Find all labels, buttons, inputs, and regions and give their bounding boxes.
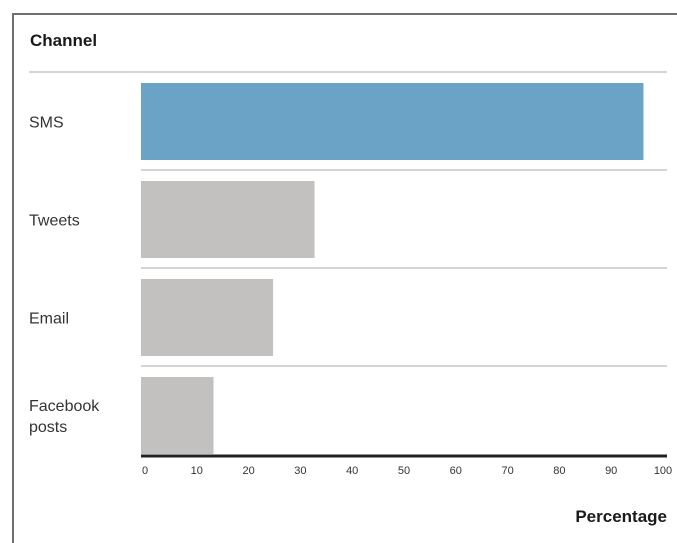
bar-sms [141, 83, 644, 160]
bar-facebook-posts [141, 377, 214, 454]
x-tick-label: 70 [501, 465, 513, 477]
x-tick-label: 0 [142, 465, 148, 477]
x-tick-label: 100 [654, 465, 672, 477]
x-tick-label: 10 [191, 465, 203, 477]
x-tick-label: 40 [346, 465, 358, 477]
bar-email [141, 279, 274, 356]
x-tick-label: 20 [242, 465, 254, 477]
category-label: SMS [29, 115, 64, 132]
x-tick-label: 50 [398, 465, 410, 477]
x-tick-label: 30 [294, 465, 306, 477]
category-label: Email [29, 311, 69, 328]
category-label: Tweets [29, 213, 80, 230]
x-tick-label: 60 [450, 465, 462, 477]
x-axis-label: Percentage [575, 507, 667, 526]
category-label: Facebook [29, 398, 100, 415]
x-tick-label: 90 [605, 465, 617, 477]
x-tick-label: 80 [553, 465, 565, 477]
category-label: posts [29, 419, 67, 436]
chart-title: Channel [30, 31, 98, 50]
bar-tweets [141, 181, 315, 258]
